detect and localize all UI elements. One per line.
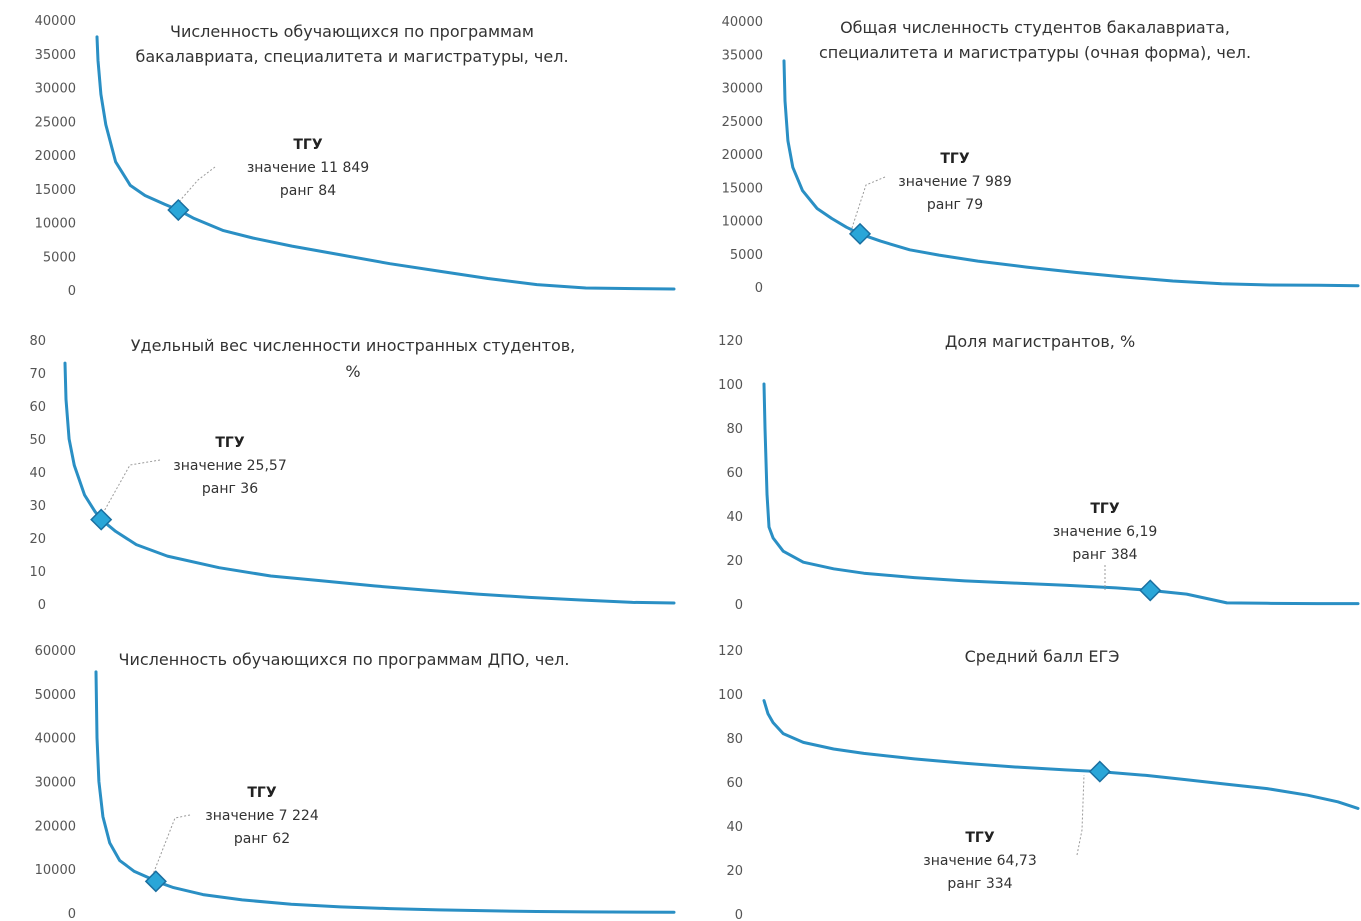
y-tick-label: 20000	[722, 148, 763, 163]
chart-title: Удельный вес численности иностранных сту…	[131, 336, 576, 355]
y-tick-label: 5000	[730, 248, 763, 263]
highlight-marker	[1139, 579, 1162, 602]
series-line	[762, 382, 1360, 606]
annotation-label: ТГУ	[965, 830, 994, 846]
y-tick-label: 10000	[35, 217, 76, 232]
annotation-label: ТГУ	[1090, 501, 1119, 517]
y-tick-label: 120	[718, 334, 743, 349]
chart-6: 120 100 80 60 40 20 0 Средний балл ЕГЭ ТГУ значен…	[718, 644, 1360, 921]
y-tick-label: 100	[718, 378, 743, 393]
series-line	[95, 35, 676, 291]
annotation-value: значение 7 989	[898, 174, 1011, 190]
y-tick-label: 10	[29, 565, 46, 580]
y-tick-label: 120	[718, 644, 743, 659]
y-tick-label: 80	[726, 732, 743, 747]
y-tick-label: 80	[726, 422, 743, 437]
annotation-value: значение 25,57	[173, 458, 286, 474]
chart-title: бакалавриата, специалитета и магистратур…	[135, 47, 568, 66]
chart-5: 60000 50000 40000 30000 20000 10000 0 Численнос…	[35, 644, 676, 921]
y-tick-label: 20	[726, 864, 743, 879]
y-tick-label: 20	[29, 532, 46, 547]
y-tick-label: 25000	[35, 115, 76, 130]
y-tick-label: 20	[726, 554, 743, 569]
y-tick-label: 50	[29, 433, 46, 448]
y-tick-label: 35000	[35, 48, 76, 63]
annotation-value: значение 64,73	[923, 853, 1036, 869]
chart-3: 80 70 60 50 40 30 20 10 0 Удельный вес численност…	[29, 334, 676, 613]
y-tick-label: 50000	[35, 688, 76, 703]
highlight-marker	[848, 222, 872, 245]
chart-title: Средний балл ЕГЭ	[965, 647, 1120, 666]
chart-title: Общая численность студентов бакалавриата…	[840, 18, 1230, 37]
annotation-label: ТГУ	[940, 151, 969, 167]
y-tick-label: 40000	[722, 15, 763, 30]
y-tick-label: 70	[29, 367, 46, 382]
y-tick-label: 60000	[35, 644, 76, 659]
series-line	[94, 670, 676, 914]
annotation-label: ТГУ	[215, 435, 244, 451]
y-tick-label: 5000	[43, 250, 76, 265]
chart-2: 40000 35000 30000 25000 20000 15000 10000 5000 0…	[722, 15, 1360, 296]
y-tick-label: 15000	[722, 181, 763, 196]
chart-title: Численность обучающихся по программам	[170, 22, 534, 41]
highlight-marker	[90, 508, 113, 531]
annotation-label: ТГУ	[247, 785, 276, 801]
y-tick-label: 0	[755, 281, 763, 296]
chart-title: Доля магистрантов, %	[945, 332, 1135, 351]
annotation-leader	[849, 176, 886, 235]
y-tick-label: 80	[29, 334, 46, 349]
y-tick-label: 0	[735, 908, 743, 921]
highlight-marker	[1088, 760, 1111, 783]
y-tick-label: 20000	[35, 819, 76, 834]
y-tick-label: 40	[726, 820, 743, 835]
y-tick-label: 0	[68, 284, 76, 299]
annotation-rank: ранг 84	[280, 183, 336, 199]
series-line	[782, 59, 1360, 288]
annotation-label: ТГУ	[293, 137, 322, 153]
y-tick-label: 40000	[35, 732, 76, 747]
y-tick-label: 0	[735, 598, 743, 613]
y-tick-label: 10000	[35, 863, 76, 878]
chart-4: 120 100 80 60 40 20 0 Доля магистрантов, % ТГУ зн…	[718, 332, 1360, 613]
chart-title: %	[345, 362, 360, 381]
y-tick-label: 30	[29, 499, 46, 514]
y-tick-label: 35000	[722, 48, 763, 63]
series-line	[762, 699, 1360, 810]
chart-title: Численность обучающихся по программам ДП…	[119, 650, 570, 669]
y-tick-label: 0	[68, 907, 76, 921]
annotation-value: значение 7 224	[205, 808, 319, 824]
annotation-rank: ранг 36	[202, 481, 258, 497]
y-tick-label: 0	[38, 598, 46, 613]
highlight-marker	[144, 870, 167, 893]
y-tick-label: 15000	[35, 183, 76, 198]
chart-1: 40000 35000 30000 25000 20000 15000 10000 5000 0…	[35, 14, 676, 299]
y-tick-label: 10000	[722, 215, 763, 230]
annotation-value: значение 6,19	[1053, 524, 1158, 540]
annotation-leader	[149, 814, 191, 883]
y-tick-label: 100	[718, 688, 743, 703]
series-line	[63, 361, 676, 605]
y-tick-label: 30000	[722, 82, 763, 97]
y-tick-label: 40000	[35, 14, 76, 29]
annotation-rank: ранг 62	[234, 831, 290, 847]
y-tick-label: 60	[726, 466, 743, 481]
annotation-rank: ранг 384	[1072, 547, 1137, 563]
highlight-marker	[167, 198, 190, 222]
annotation-rank: ранг 334	[947, 876, 1012, 892]
y-tick-label: 30000	[35, 776, 76, 791]
annotation-leader	[97, 459, 161, 523]
y-tick-label: 40	[29, 466, 46, 481]
y-tick-label: 60	[29, 400, 46, 415]
y-tick-label: 30000	[35, 82, 76, 97]
annotation-rank: ранг 79	[927, 197, 983, 213]
y-tick-label: 40	[726, 510, 743, 525]
annotation-leader	[1076, 774, 1085, 856]
annotation-value: значение 11 849	[247, 160, 369, 176]
chart-title: специалитета и магистратуры (очная форма…	[819, 43, 1251, 62]
y-tick-label: 20000	[35, 149, 76, 164]
y-tick-label: 25000	[722, 115, 763, 130]
y-tick-label: 60	[726, 776, 743, 791]
